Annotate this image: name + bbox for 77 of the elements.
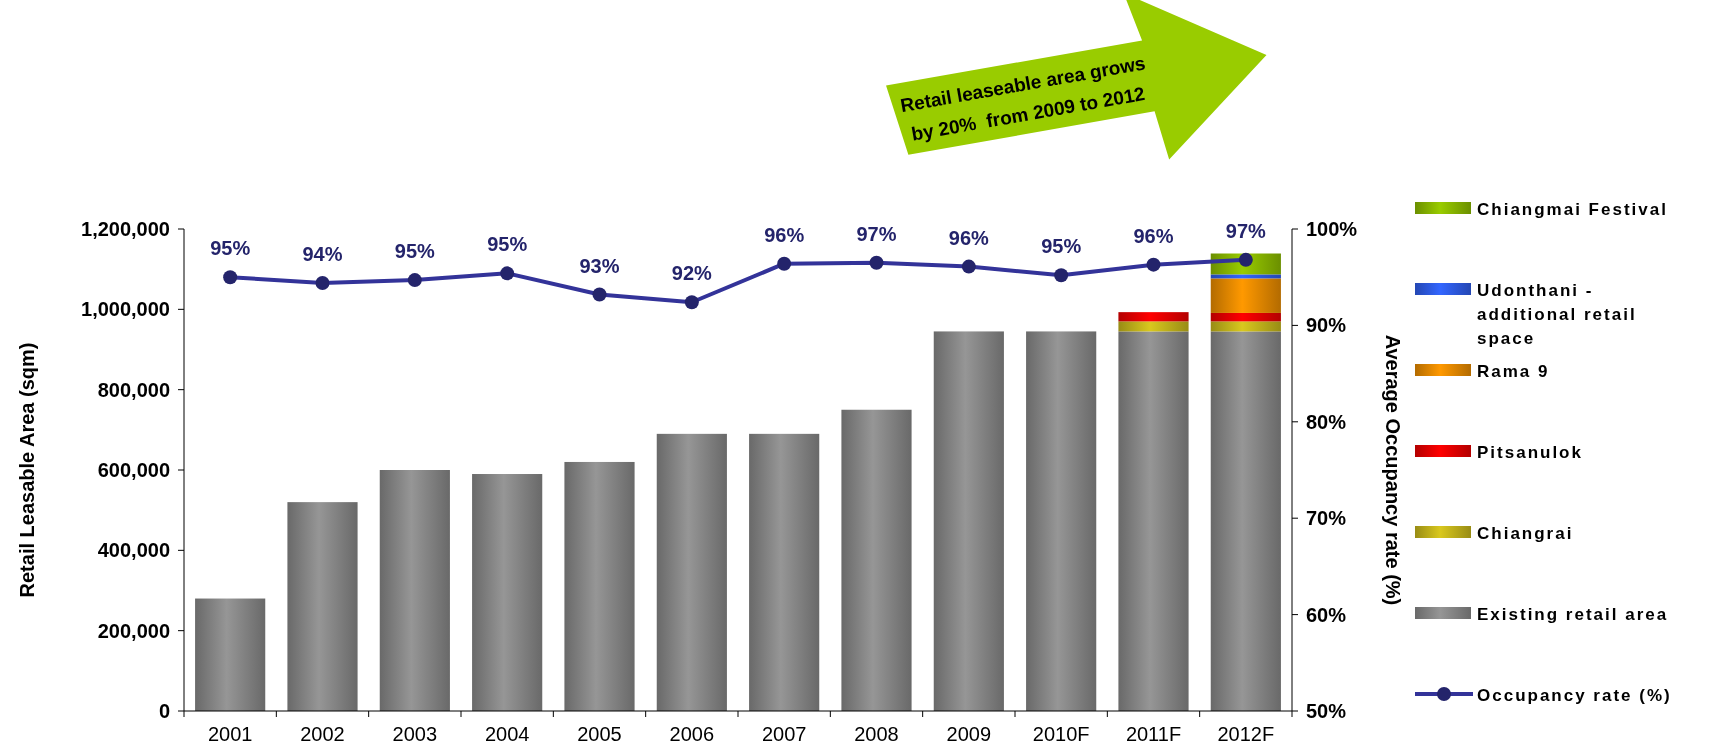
legend-label: Occupancy rate (%) (1477, 686, 1672, 705)
data-label: 93% (579, 254, 620, 277)
data-label: 96% (764, 223, 805, 246)
y2-tick-label: 50% (1306, 700, 1347, 722)
y-tick-label: 600,000 (97, 459, 170, 481)
y2-tick-label: 90% (1306, 314, 1347, 337)
data-label: 97% (856, 222, 897, 245)
bar (1210, 321, 1281, 332)
bar (1118, 331, 1189, 711)
data-label: 95% (1041, 235, 1082, 258)
data-label: 92% (671, 262, 713, 285)
y-tick-label: 1,200,000 (81, 218, 170, 240)
y-tick-label: 0 (158, 700, 170, 722)
legend-label: Chiangrai (1477, 524, 1574, 543)
bar (1210, 331, 1281, 711)
y-tick-label: 800,000 (97, 378, 170, 401)
bar (1118, 321, 1189, 332)
bar (1210, 278, 1281, 313)
data-label: 94% (302, 242, 343, 265)
legend-label: Existing retail area (1477, 605, 1669, 624)
x-tick-label: 2009 (946, 723, 992, 745)
y2-tick-label: 100% (1306, 218, 1358, 240)
bar (1026, 331, 1097, 711)
bar (1118, 312, 1189, 322)
point (592, 287, 607, 302)
y-tick-label: 400,000 (97, 539, 170, 562)
bar (287, 502, 358, 711)
x-tick-label: 2012F (1217, 723, 1275, 745)
bar (841, 409, 912, 711)
bar (195, 598, 266, 711)
x-tick-label: 2006 (669, 723, 715, 745)
x-tick-label: 2011F (1125, 723, 1182, 745)
point (1054, 268, 1069, 283)
legend-label: Chiangmai Festival (1477, 200, 1668, 219)
x-tick-label: 2004 (484, 723, 530, 745)
y-axis-title: Retail Leasable Area (sqm) (16, 342, 38, 598)
y2-tick-label: 60% (1306, 603, 1347, 626)
x-tick-label: 2005 (577, 723, 622, 745)
point (315, 275, 330, 290)
bar (933, 331, 1004, 711)
data-label: 96% (948, 226, 990, 249)
point (777, 256, 792, 271)
x-tick-label: 2001 (207, 723, 253, 745)
y2-tick-label: 70% (1306, 507, 1347, 530)
x-tick-label: 2008 (854, 723, 899, 745)
x-tick-label: 2003 (392, 723, 438, 745)
legend-label: Pitsanulok (1477, 443, 1583, 462)
y-tick-label: 200,000 (97, 619, 170, 642)
data-label: 95% (394, 240, 436, 263)
y-tick-label: 1,000,000 (81, 298, 170, 321)
point (684, 295, 699, 310)
x-tick-label: 2007 (761, 723, 807, 745)
bar (564, 461, 635, 711)
point (1238, 252, 1253, 267)
data-label: 96% (1133, 224, 1174, 247)
bar (472, 474, 543, 711)
bar (1210, 312, 1281, 322)
y2-tick-label: 80% (1306, 410, 1347, 433)
point (961, 259, 976, 274)
point (223, 270, 238, 285)
bar (1210, 274, 1281, 279)
x-tick-label: 2010F (1032, 723, 1090, 745)
legend-label: Udonthani - additional retail space (1477, 281, 1637, 348)
x-tick-label: 2002 (300, 723, 345, 745)
data-label: 95% (487, 233, 528, 256)
legend-label: Rama 9 (1477, 362, 1550, 381)
point (869, 255, 884, 270)
text: Retail leaseable area grows by 20% from 2009 to 2012 (898, 52, 1147, 145)
point (407, 273, 422, 288)
bar (749, 433, 820, 711)
data-label: 95% (210, 237, 251, 260)
bar (379, 470, 450, 711)
point (500, 266, 515, 281)
bar (656, 433, 727, 711)
point (1146, 257, 1161, 272)
data-label: 97% (1225, 219, 1267, 242)
y2-axis-title: Average Occupancy rate (%) (1382, 334, 1404, 606)
